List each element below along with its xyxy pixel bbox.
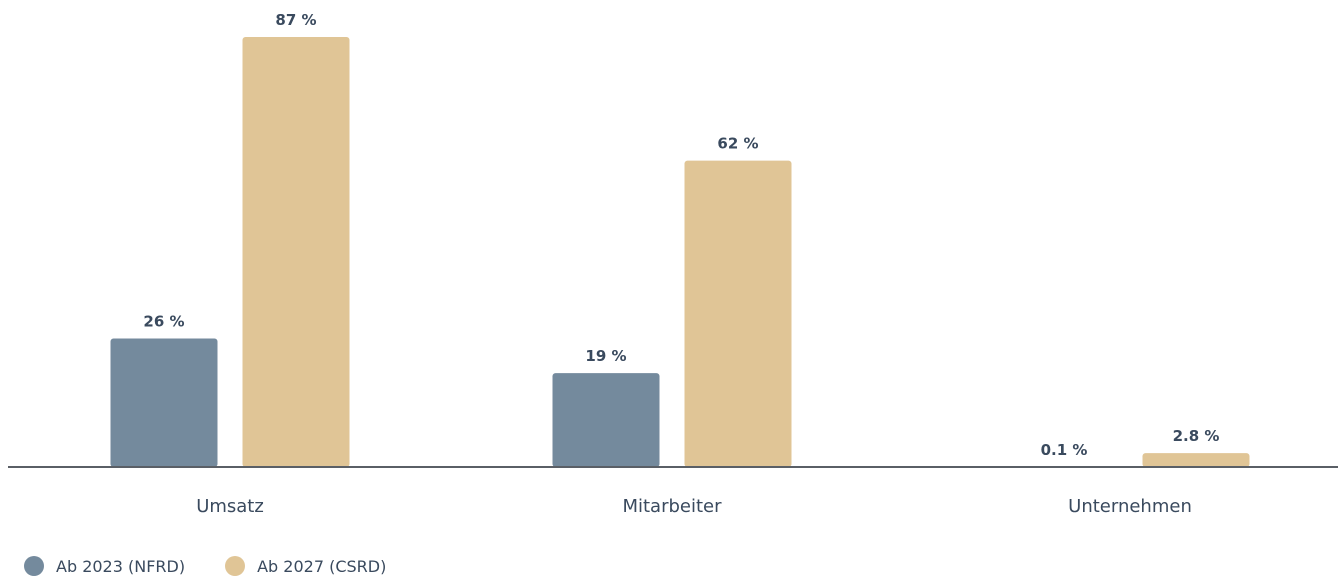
value-label-nfrd-umsatz: 26 % bbox=[143, 312, 184, 330]
category-label-umsatz: Umsatz bbox=[196, 496, 264, 517]
category-label-unternehmen: Unternehmen bbox=[1068, 496, 1192, 517]
value-label-csrd-umsatz: 87 % bbox=[275, 11, 316, 29]
bar-csrd-umsatz bbox=[242, 37, 350, 467]
bar-nfrd-umsatz bbox=[110, 338, 218, 467]
legend-item-csrd: Ab 2027 (CSRD) bbox=[225, 556, 386, 576]
bar-csrd-unternehmen bbox=[1142, 453, 1250, 467]
chart-canvas: 26 % 19 % 0.1 % 87 % 62 % 2.8 % Umsatz Mitarbei… bbox=[8, 11, 1338, 517]
bar-nfrd-mitarbeiter bbox=[552, 373, 660, 467]
value-label-nfrd-mitarbeiter: 19 % bbox=[585, 347, 626, 365]
value-label-csrd-unternehmen: 2.8 % bbox=[1173, 427, 1220, 445]
legend-label-csrd: Ab 2027 (CSRD) bbox=[257, 556, 387, 576]
legend: Ab 2023 (NFRD) Ab 2027 (CSRD) bbox=[24, 556, 426, 576]
legend-label-nfrd: Ab 2023 (NFRD) bbox=[56, 556, 186, 576]
legend-swatch-nfrd bbox=[24, 556, 44, 576]
category-label-mitarbeiter: Mitarbeiter bbox=[622, 496, 722, 517]
bar-csrd-mitarbeiter bbox=[684, 160, 792, 467]
bar-chart: 26 % 19 % 0.1 % 87 % 62 % 2.8 % Umsatz Mitarbei… bbox=[8, 11, 1338, 517]
value-label-csrd-mitarbeiter: 62 % bbox=[717, 135, 758, 153]
legend-swatch-csrd bbox=[225, 556, 246, 576]
value-label-nfrd-unternehmen: 0.1 % bbox=[1041, 441, 1088, 459]
legend-item-nfrd: Ab 2023 (NFRD) bbox=[24, 556, 185, 576]
